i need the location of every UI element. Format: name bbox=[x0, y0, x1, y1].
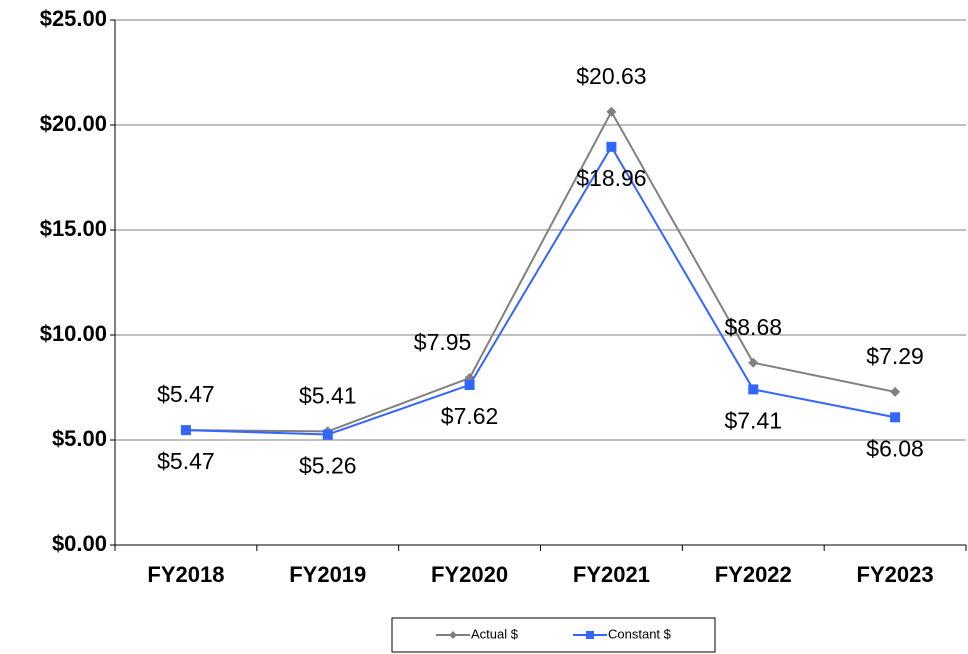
x-tick-label: FY2020 bbox=[431, 562, 508, 587]
marker bbox=[606, 141, 617, 152]
marker bbox=[748, 384, 759, 395]
marker bbox=[890, 412, 901, 423]
marker bbox=[180, 425, 191, 436]
data-label: $7.29 bbox=[866, 343, 924, 369]
data-label: $6.08 bbox=[866, 435, 924, 461]
y-tick-label: $25.00 bbox=[40, 6, 107, 31]
marker bbox=[890, 386, 901, 397]
x-tick-label: FY2019 bbox=[289, 562, 366, 587]
x-tick-label: FY2023 bbox=[857, 562, 934, 587]
x-tick-label: FY2021 bbox=[573, 562, 650, 587]
data-label: $5.47 bbox=[157, 448, 215, 474]
series-line bbox=[185, 109, 896, 433]
data-label: $8.68 bbox=[724, 314, 782, 340]
data-label: $7.41 bbox=[724, 407, 782, 433]
x-tick-label: FY2022 bbox=[715, 562, 792, 587]
marker bbox=[606, 106, 617, 117]
marker bbox=[748, 357, 759, 368]
data-label: $5.41 bbox=[299, 382, 357, 408]
legend-label: Actual $ bbox=[471, 626, 519, 641]
x-tick-label: FY2018 bbox=[147, 562, 224, 587]
marker bbox=[586, 631, 594, 639]
data-label: $5.47 bbox=[157, 381, 215, 407]
data-label: $18.96 bbox=[576, 165, 646, 191]
data-label: $20.63 bbox=[576, 63, 646, 89]
legend: Actual $ Constant $ bbox=[391, 617, 716, 653]
marker bbox=[449, 631, 457, 639]
legend-label: Constant $ bbox=[608, 626, 672, 641]
data-label: $7.62 bbox=[441, 403, 499, 429]
data-label: $5.26 bbox=[299, 453, 357, 479]
y-tick-label: $5.00 bbox=[52, 426, 107, 451]
data-label: $7.95 bbox=[414, 329, 472, 355]
y-tick-label: $0.00 bbox=[52, 531, 107, 556]
marker bbox=[322, 429, 333, 440]
y-tick-label: $20.00 bbox=[40, 111, 107, 136]
y-tick-label: $15.00 bbox=[40, 216, 107, 241]
y-tick-label: $10.00 bbox=[40, 321, 107, 346]
marker bbox=[464, 379, 475, 390]
series-line bbox=[185, 144, 896, 436]
